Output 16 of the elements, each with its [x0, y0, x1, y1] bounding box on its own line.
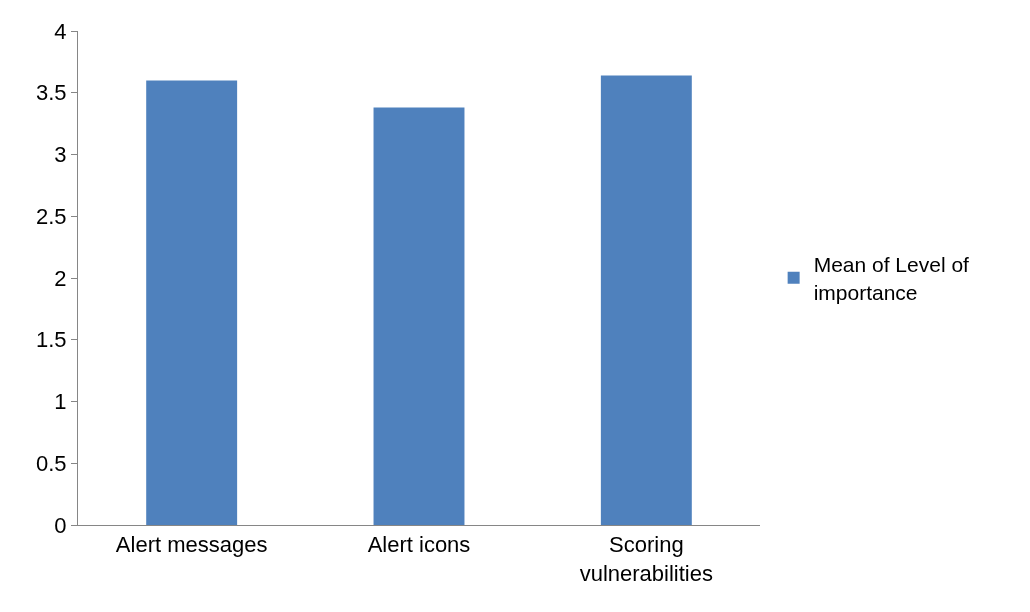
bar [373, 107, 465, 525]
y-tick-label: 4 [54, 18, 67, 44]
y-tick-label: 2.5 [36, 203, 67, 229]
y-tick-label: 0 [54, 512, 67, 538]
x-tick-label: Scoring vulnerabilities [579, 532, 713, 586]
x-tick-label: Alert icons [367, 532, 471, 558]
bar [146, 80, 238, 525]
y-tick-label: 3 [54, 142, 67, 168]
legend-label: Mean of Level of importance [813, 253, 970, 304]
y-tick-label: 2 [54, 265, 67, 291]
y-tick-label: 3.5 [36, 80, 67, 106]
y-tick-label: 0.5 [36, 450, 67, 476]
y-tick-label: 1 [54, 389, 67, 415]
x-tick-label: Alert messages [115, 532, 268, 558]
y-tick-label: 1.5 [36, 327, 67, 353]
bar [600, 75, 692, 525]
